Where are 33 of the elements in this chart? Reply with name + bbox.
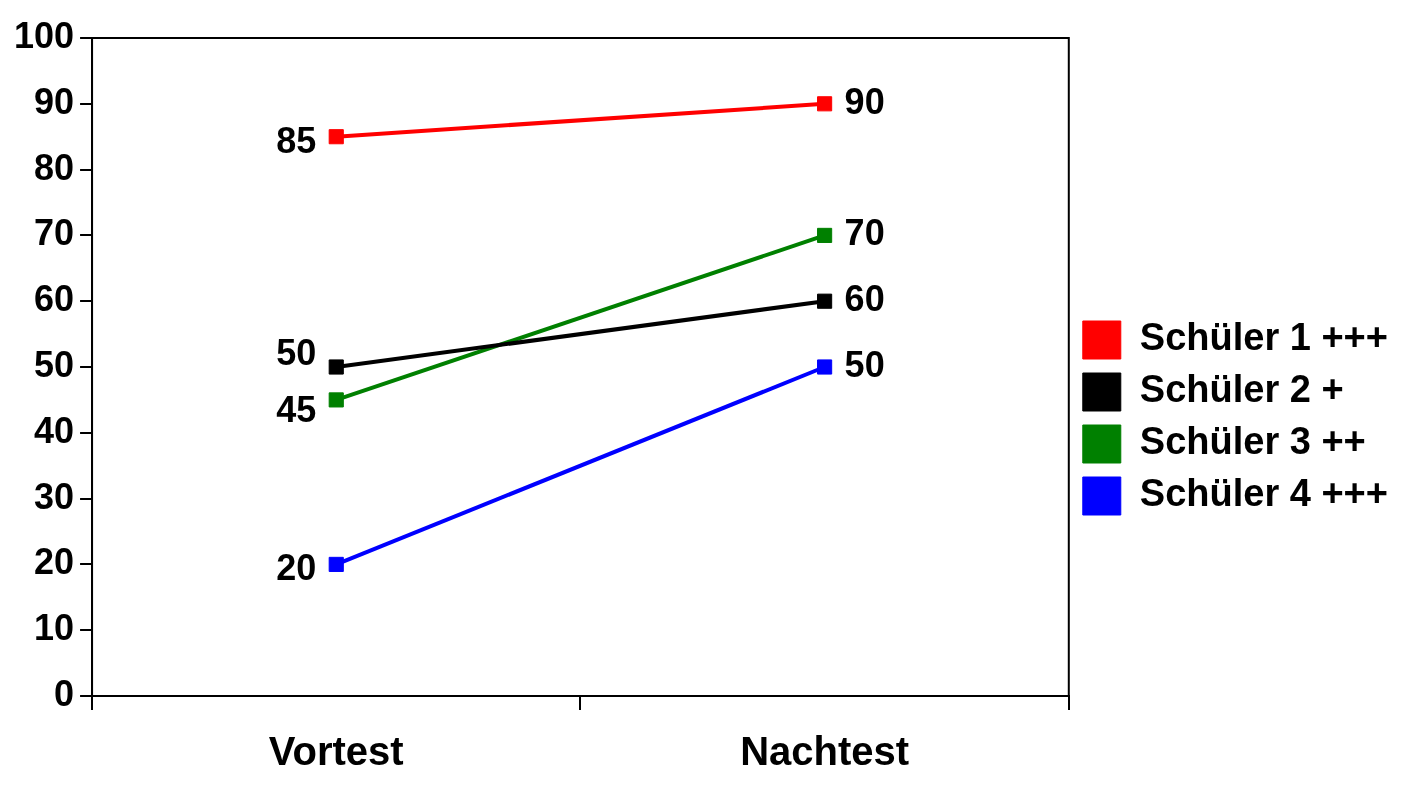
data-label: 50 xyxy=(276,331,317,373)
point xyxy=(328,129,344,145)
point xyxy=(817,96,833,112)
point xyxy=(328,359,344,375)
point xyxy=(328,392,344,408)
data-label: 20 xyxy=(276,547,317,589)
x-tick-label: Vortest xyxy=(268,729,404,774)
y-tick-label: 0 xyxy=(54,672,75,714)
y-tick-label: 80 xyxy=(34,146,75,188)
point xyxy=(817,227,833,243)
y-tick-label: 10 xyxy=(34,607,75,649)
x-tick-label: Nachtest xyxy=(740,729,910,774)
point xyxy=(328,556,344,572)
data-label: 85 xyxy=(276,119,317,161)
y-tick-label: 60 xyxy=(34,278,75,320)
point xyxy=(817,293,833,309)
data-label: 45 xyxy=(276,388,317,430)
y-tick-label: 40 xyxy=(34,409,75,451)
data-label: 60 xyxy=(844,278,885,320)
legend-label: Schüler 1 +++ xyxy=(1139,316,1389,359)
point xyxy=(817,359,833,375)
y-tick-label: 50 xyxy=(34,343,75,385)
y-tick-label: 30 xyxy=(34,475,75,517)
data-label: 50 xyxy=(844,343,885,385)
legend-label: Schüler 3 ++ xyxy=(1139,420,1366,463)
y-tick-label: 20 xyxy=(34,541,75,583)
data-label: 70 xyxy=(844,212,885,254)
y-tick-label: 90 xyxy=(34,80,75,122)
legend-label: Schüler 4 +++ xyxy=(1139,472,1389,515)
data-label: 90 xyxy=(844,80,885,122)
y-tick-label: 70 xyxy=(34,212,75,254)
legend-label: Schüler 2 + xyxy=(1139,368,1344,411)
y-tick-label: 100 xyxy=(13,14,75,56)
